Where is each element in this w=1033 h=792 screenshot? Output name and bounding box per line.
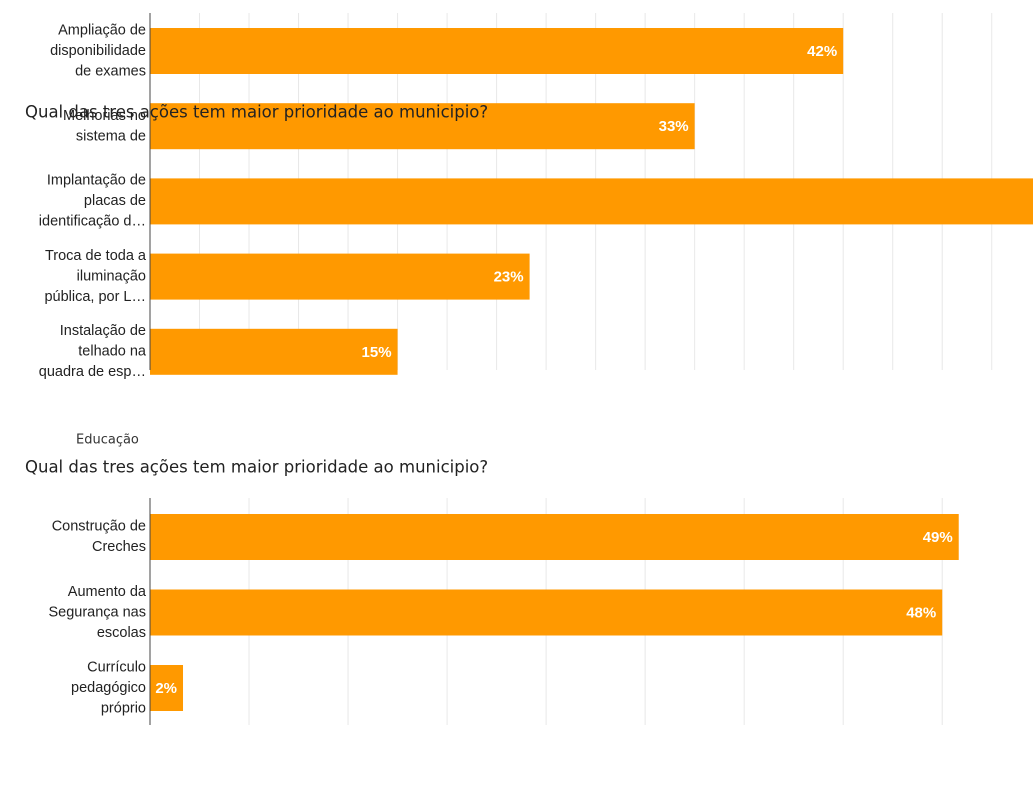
category-label: próprio [101,700,146,716]
category-label: Construção de [52,519,146,535]
value-label: 49% [923,529,953,546]
category-label: telhado na [78,344,147,360]
category-label: Segurança nas [48,604,146,620]
value-label: 33% [659,118,689,135]
chart-title: Qual das tres ações tem maior prioridade… [25,458,488,477]
category-label: sistema de [76,128,146,144]
category-label: Ampliação de [58,22,146,38]
section-label: Educação [76,433,139,448]
category-label: escolas [97,625,146,641]
value-label: 23% [494,269,524,286]
value-label: 2% [155,680,177,697]
bar [150,328,398,375]
category-label: placas de [84,193,146,209]
category-label: quadra de esp… [39,364,146,380]
category-label: pública, por L… [44,289,146,305]
category-label: Aumento da [68,584,147,600]
category-label: Creches [92,539,146,555]
bar [150,28,844,74]
bar [150,253,530,300]
category-label: iluminação [77,268,146,284]
category-label: Currículo [87,659,146,675]
bar [150,665,184,711]
category-label: pedagógico [71,680,146,696]
category-label: Troca de toda a [45,248,147,264]
bar [150,103,695,150]
bar [150,514,959,560]
category-label: Melhorias no [63,108,146,124]
category-label: disponibilidade [50,43,146,59]
category-label: de exames [75,63,146,79]
category-label: Instalação de [60,323,146,339]
category-label: identificação d… [39,214,146,230]
value-label: 15% [362,344,392,361]
value-label: 48% [906,604,936,621]
value-label: 42% [807,43,837,60]
bar [150,178,1033,225]
bar [150,589,943,636]
category-label: Implantação de [47,173,146,189]
chart-title: Qual das tres ações tem maior prioridade… [25,103,488,122]
